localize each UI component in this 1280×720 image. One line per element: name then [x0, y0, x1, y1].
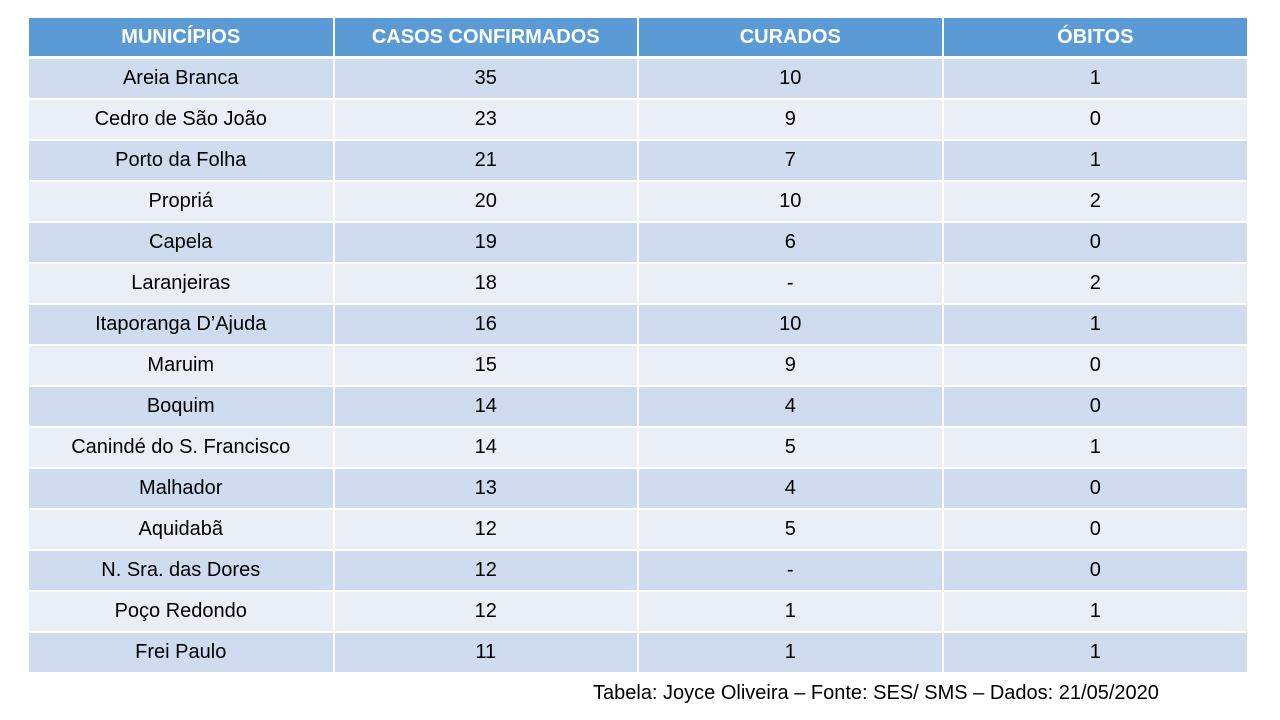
data-table-container: MUNICÍPIOS CASOS CONFIRMADOS CURADOS ÓBI… — [29, 18, 1247, 674]
cell-municipio: Laranjeiras — [29, 263, 335, 305]
cell-obitos: 0 — [941, 386, 1247, 428]
table-body: Areia Branca 35 10 1 Cedro de São João 23 9 0 Po… — [29, 57, 1247, 674]
cell-obitos: 0 — [941, 99, 1247, 141]
table-row: Porto da Folha 21 7 1 — [29, 140, 1247, 182]
table-row: Cedro de São João 23 9 0 — [29, 99, 1247, 141]
table-row: Aquidabã 12 5 0 — [29, 509, 1247, 551]
table-row: Areia Branca 35 10 1 — [29, 57, 1247, 100]
cell-obitos: 1 — [941, 57, 1247, 100]
header-casos-confirmados: CASOS CONFIRMADOS — [332, 18, 639, 59]
cell-curados: 4 — [637, 386, 944, 428]
cell-municipio: Porto da Folha — [29, 140, 335, 182]
cell-casos-confirmados: 21 — [332, 140, 639, 182]
cell-obitos: 1 — [941, 632, 1247, 674]
cell-municipio: Propriá — [29, 181, 335, 223]
cell-obitos: 0 — [941, 345, 1247, 387]
table-row: Capela 19 6 0 — [29, 222, 1247, 264]
table-row: Canindé do S. Francisco 14 5 1 — [29, 427, 1247, 469]
cell-curados: 6 — [637, 222, 944, 264]
cell-obitos: 1 — [941, 140, 1247, 182]
cell-casos-confirmados: 35 — [332, 57, 639, 100]
cell-curados: 10 — [637, 181, 944, 223]
cell-casos-confirmados: 23 — [332, 99, 639, 141]
cell-casos-confirmados: 12 — [332, 509, 639, 551]
table-row: Propriá 20 10 2 — [29, 181, 1247, 223]
table-row: Maruim 15 9 0 — [29, 345, 1247, 387]
cell-obitos: 1 — [941, 427, 1247, 469]
cell-obitos: 0 — [941, 468, 1247, 510]
cell-obitos: 2 — [941, 263, 1247, 305]
cell-municipio: Aquidabã — [29, 509, 335, 551]
header-municipios: MUNICÍPIOS — [29, 18, 335, 59]
cell-obitos: 0 — [941, 509, 1247, 551]
cell-curados: 4 — [637, 468, 944, 510]
table-row: Boquim 14 4 0 — [29, 386, 1247, 428]
cell-casos-confirmados: 18 — [332, 263, 639, 305]
cell-curados: 7 — [637, 140, 944, 182]
table-caption: Tabela: Joyce Oliveira – Fonte: SES/ SMS… — [593, 682, 1159, 704]
cell-curados: 1 — [637, 632, 944, 674]
cell-curados: 5 — [637, 427, 944, 469]
cell-curados: 9 — [637, 345, 944, 387]
header-curados: CURADOS — [637, 18, 944, 59]
cell-casos-confirmados: 14 — [332, 427, 639, 469]
cell-municipio: Maruim — [29, 345, 335, 387]
cell-curados: - — [637, 550, 944, 592]
covid-cases-table: MUNICÍPIOS CASOS CONFIRMADOS CURADOS ÓBI… — [29, 18, 1247, 674]
cell-municipio: Frei Paulo — [29, 632, 335, 674]
cell-casos-confirmados: 13 — [332, 468, 639, 510]
cell-casos-confirmados: 12 — [332, 550, 639, 592]
cell-municipio: N. Sra. das Dores — [29, 550, 335, 592]
table-header-row: MUNICÍPIOS CASOS CONFIRMADOS CURADOS ÓBI… — [29, 18, 1247, 59]
table-row: Malhador 13 4 0 — [29, 468, 1247, 510]
cell-obitos: 2 — [941, 181, 1247, 223]
cell-curados: 9 — [637, 99, 944, 141]
cell-casos-confirmados: 19 — [332, 222, 639, 264]
cell-municipio: Cedro de São João — [29, 99, 335, 141]
cell-casos-confirmados: 12 — [332, 591, 639, 633]
cell-municipio: Malhador — [29, 468, 335, 510]
cell-curados: - — [637, 263, 944, 305]
cell-curados: 10 — [637, 304, 944, 346]
header-obitos: ÓBITOS — [941, 18, 1247, 59]
cell-curados: 5 — [637, 509, 944, 551]
cell-curados: 10 — [637, 57, 944, 100]
cell-casos-confirmados: 11 — [332, 632, 639, 674]
cell-casos-confirmados: 15 — [332, 345, 639, 387]
table-row: Poço Redondo 12 1 1 — [29, 591, 1247, 633]
cell-casos-confirmados: 14 — [332, 386, 639, 428]
cell-municipio: Areia Branca — [29, 57, 335, 100]
cell-obitos: 0 — [941, 222, 1247, 264]
cell-municipio: Capela — [29, 222, 335, 264]
table-row: Laranjeiras 18-2 — [29, 263, 1247, 305]
table-row: N. Sra. das Dores 12-0 — [29, 550, 1247, 592]
table-row: Frei Paulo 11 1 1 — [29, 632, 1247, 674]
cell-casos-confirmados: 20 — [332, 181, 639, 223]
table-row: Itaporanga D’Ajuda 16 10 1 — [29, 304, 1247, 346]
cell-municipio: Canindé do S. Francisco — [29, 427, 335, 469]
cell-casos-confirmados: 16 — [332, 304, 639, 346]
cell-municipio: Boquim — [29, 386, 335, 428]
cell-obitos: 1 — [941, 591, 1247, 633]
cell-obitos: 1 — [941, 304, 1247, 346]
cell-curados: 1 — [637, 591, 944, 633]
cell-obitos: 0 — [941, 550, 1247, 592]
cell-municipio: Poço Redondo — [29, 591, 335, 633]
cell-municipio: Itaporanga D’Ajuda — [29, 304, 335, 346]
